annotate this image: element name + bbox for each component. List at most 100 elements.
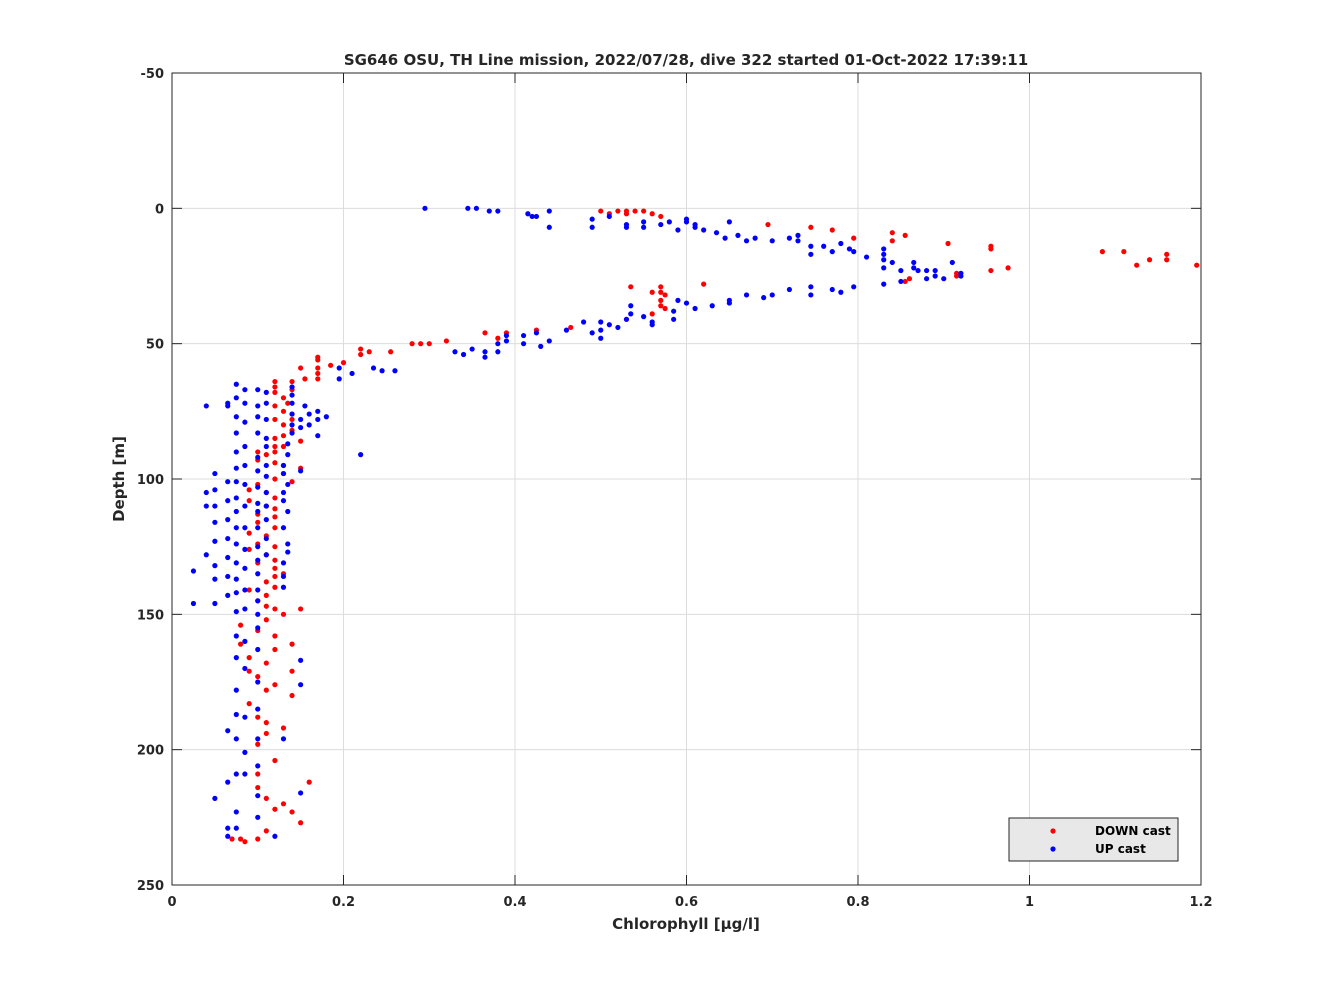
y-tick-label: 250: [137, 879, 164, 894]
data-point: [379, 368, 385, 374]
data-point: [263, 435, 269, 441]
data-point: [255, 793, 261, 799]
data-point: [623, 316, 630, 322]
data-point: [272, 443, 278, 450]
data-point: [225, 728, 231, 734]
data-point: [315, 376, 321, 382]
data-point: [272, 633, 278, 639]
data-point: [829, 286, 835, 293]
data-point: [649, 211, 655, 217]
data-point: [233, 576, 239, 582]
data-point: [863, 254, 870, 260]
data-point: [881, 246, 887, 252]
y-tick-label: 0: [155, 202, 164, 217]
data-point: [225, 825, 231, 831]
data-point: [1121, 249, 1127, 255]
data-point: [881, 257, 887, 263]
data-point: [658, 303, 664, 309]
data-point: [225, 535, 231, 542]
data-point: [255, 557, 261, 563]
data-point: [238, 622, 244, 628]
data-point: [336, 365, 342, 371]
data-point: [503, 338, 510, 344]
data-point: [289, 422, 295, 428]
data-point: [285, 452, 291, 458]
data-point: [280, 560, 287, 566]
data-point: [285, 481, 291, 488]
data-point: [298, 365, 304, 371]
data-point: [280, 498, 287, 504]
data-point: [212, 519, 218, 525]
data-point: [443, 338, 449, 344]
data-point: [255, 706, 261, 712]
legend-marker-down-cast: [1050, 828, 1056, 834]
data-point: [246, 701, 252, 707]
data-point: [298, 468, 304, 474]
data-point: [495, 349, 501, 355]
data-point: [272, 525, 278, 531]
data-point: [263, 828, 269, 834]
data-point: [589, 216, 595, 222]
data-point: [255, 679, 261, 685]
data-point: [255, 598, 261, 604]
data-point: [306, 411, 312, 417]
data-point: [263, 517, 269, 523]
data-point: [255, 814, 261, 820]
data-point: [255, 784, 261, 791]
data-point: [255, 587, 261, 593]
data-point: [298, 438, 304, 444]
data-point: [495, 208, 501, 214]
data-point: [298, 606, 304, 612]
series-down-cast: [229, 208, 1200, 845]
data-point: [340, 360, 347, 366]
data-point: [203, 403, 209, 409]
data-point: [315, 433, 321, 439]
data-point: [233, 479, 239, 485]
data-point: [735, 232, 741, 238]
data-point: [598, 327, 604, 333]
data-point: [881, 265, 887, 271]
data-point: [255, 387, 261, 393]
data-point: [662, 292, 668, 298]
data-point: [328, 362, 334, 368]
data-point: [263, 473, 269, 479]
data-point: [795, 232, 801, 238]
data-point: [289, 384, 295, 390]
data-point: [233, 687, 239, 693]
data-point: [1194, 262, 1200, 268]
data-point: [225, 403, 231, 409]
data-point: [675, 297, 681, 303]
data-point: [272, 573, 278, 580]
data-point: [263, 535, 269, 542]
data-point: [289, 641, 295, 647]
data-point: [242, 749, 248, 755]
data-point: [701, 281, 707, 287]
data-point: [598, 319, 604, 325]
data-point: [242, 462, 248, 469]
grid-lines: [172, 73, 1201, 885]
legend-box: [1008, 817, 1179, 862]
data-point: [263, 720, 269, 726]
data-point: [233, 560, 239, 566]
data-point: [272, 435, 278, 441]
data-point: [298, 682, 304, 688]
data-point: [242, 546, 248, 552]
data-point: [212, 503, 218, 509]
legend: DOWN cast UP cast: [1008, 817, 1179, 862]
data-point: [641, 224, 647, 230]
legend-marker-up-cast: [1050, 846, 1056, 852]
data-point: [225, 592, 231, 598]
data-point: [242, 606, 248, 612]
data-point: [851, 249, 857, 255]
data-point: [838, 289, 844, 295]
data-point: [272, 389, 278, 395]
data-point: [225, 573, 231, 580]
data-point: [233, 508, 239, 515]
data-point: [529, 213, 535, 220]
data-point: [838, 240, 844, 247]
data-point: [683, 216, 690, 222]
data-point: [212, 576, 218, 582]
data-point: [851, 235, 857, 241]
data-point: [255, 673, 261, 680]
data-point: [289, 668, 295, 674]
